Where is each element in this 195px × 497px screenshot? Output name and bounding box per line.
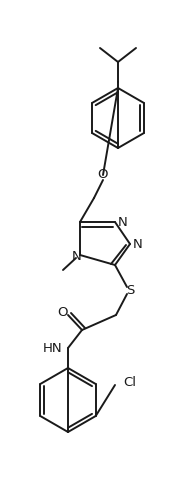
Text: O: O: [98, 168, 108, 181]
Text: N: N: [133, 238, 143, 250]
Text: HN: HN: [42, 341, 62, 354]
Text: N: N: [118, 216, 128, 229]
Text: S: S: [126, 283, 134, 297]
Text: N: N: [72, 250, 82, 263]
Text: Cl: Cl: [123, 377, 136, 390]
Text: O: O: [58, 307, 68, 320]
